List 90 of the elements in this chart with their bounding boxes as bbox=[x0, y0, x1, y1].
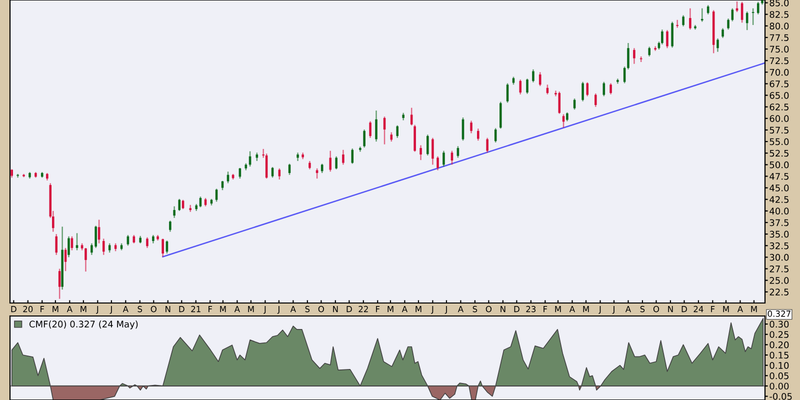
x-tick-label: 24 bbox=[694, 306, 704, 312]
annotation: 0.327 bbox=[768, 310, 790, 317]
y-tick-label: -0.05 bbox=[770, 393, 792, 400]
x-tick-label: F bbox=[711, 306, 715, 312]
y-tick-label: 25.0 bbox=[770, 277, 789, 284]
y-tick-label: 0.05 bbox=[770, 372, 788, 380]
y-tick-label: 40.0 bbox=[770, 208, 789, 214]
x-tick-label: D bbox=[179, 306, 184, 312]
x-tick-label: S bbox=[472, 306, 478, 312]
x-tick-label: D bbox=[11, 306, 16, 312]
x-tick-label: D bbox=[514, 306, 520, 312]
y-tick-label: 32.5 bbox=[770, 242, 788, 250]
y-tick-label: 55.0 bbox=[770, 138, 789, 146]
x-tick-label: A bbox=[66, 306, 72, 312]
y-tick-label: 30.0 bbox=[770, 254, 789, 261]
x-tick-label: 23 bbox=[526, 306, 536, 312]
y-tick-label: 57.5 bbox=[770, 126, 788, 134]
x-tick-label: N bbox=[333, 306, 338, 312]
y-tick-label: 60.0 bbox=[770, 115, 789, 122]
x-tick-label: N bbox=[500, 306, 506, 312]
y-tick-label: 65.0 bbox=[770, 92, 789, 99]
x-tick-label: M bbox=[220, 306, 226, 312]
y-tick-label: 77.5 bbox=[770, 34, 788, 42]
x-tick-label: J bbox=[110, 306, 112, 314]
y-tick-label: 37.5 bbox=[770, 219, 788, 226]
y-tick-label: 67.5 bbox=[770, 80, 788, 88]
y-tick-label: 52.5 bbox=[770, 150, 788, 157]
legend-label: CMF(20) 0.327 (24 May) bbox=[29, 320, 138, 330]
y-tick-label: 50.0 bbox=[770, 161, 789, 168]
x-tick-label: A bbox=[290, 306, 296, 312]
x-tick-label: A bbox=[569, 306, 576, 312]
x-tick-label: M bbox=[80, 306, 86, 312]
x-tick-label: D bbox=[682, 306, 687, 312]
x-tick-label: D bbox=[346, 306, 352, 312]
x-tick-label: S bbox=[138, 306, 142, 312]
y-tick-label: 0.30 bbox=[770, 320, 789, 328]
x-tick-label: M bbox=[583, 306, 589, 312]
x-tick-label: M bbox=[248, 306, 254, 312]
x-tick-label: N bbox=[668, 306, 673, 312]
x-tick-label: 21 bbox=[191, 306, 200, 312]
y-tick-label: 0.15 bbox=[770, 352, 788, 359]
y-tick-label: 72.5 bbox=[770, 57, 788, 64]
y-tick-label: 0.10 bbox=[770, 362, 789, 369]
x-tick-label: J bbox=[444, 306, 447, 314]
x-tick-label: F bbox=[208, 306, 212, 312]
x-tick-label: O bbox=[318, 306, 324, 312]
x-tick-label: M bbox=[388, 306, 394, 312]
x-tick-label: J bbox=[431, 306, 434, 314]
x-tick-label: F bbox=[376, 306, 380, 312]
x-tick-label: 20 bbox=[23, 306, 33, 312]
x-tick-label: N bbox=[166, 306, 170, 312]
x-tick-label: J bbox=[612, 306, 614, 314]
x-tick-label: J bbox=[96, 306, 98, 314]
x-tick-label: A bbox=[122, 306, 128, 312]
y-tick-label: 70.0 bbox=[770, 68, 789, 76]
x-tick-label: O bbox=[150, 306, 156, 312]
y-tick-label: 62.5 bbox=[770, 104, 788, 110]
x-tick-label: S bbox=[305, 306, 310, 312]
y-tick-label: 0.25 bbox=[770, 331, 788, 338]
y-tick-label: 42.5 bbox=[770, 196, 788, 203]
x-tick-label: M bbox=[555, 306, 561, 312]
x-tick-label: O bbox=[653, 306, 660, 312]
x-tick-label: M bbox=[52, 306, 58, 312]
x-tick-label: A bbox=[625, 306, 632, 312]
y-tick-label: 82.5 bbox=[770, 11, 788, 18]
y-tick-label: 0.00 bbox=[770, 382, 789, 390]
x-tick-label: S bbox=[640, 306, 645, 312]
x-tick-label: J bbox=[277, 306, 280, 314]
x-tick-label: A bbox=[402, 306, 408, 312]
x-tick-label: M bbox=[723, 306, 729, 312]
x-tick-label: A bbox=[458, 306, 464, 312]
x-tick-label: F bbox=[40, 306, 44, 312]
x-tick-label: 22 bbox=[358, 306, 368, 312]
y-tick-label: 75.0 bbox=[770, 46, 789, 53]
y-tick-label: 47.5 bbox=[770, 173, 788, 180]
x-tick-label: M bbox=[416, 306, 422, 312]
y-tick-label: 35.0 bbox=[770, 230, 789, 238]
y-tick-label: 0.20 bbox=[770, 341, 789, 348]
y-tick-label: 27.5 bbox=[770, 265, 788, 272]
y-tick-label: 85.0 bbox=[770, 0, 789, 6]
x-tick-label: J bbox=[264, 306, 266, 314]
x-tick-label: O bbox=[486, 306, 492, 312]
x-tick-label: A bbox=[737, 306, 743, 312]
y-tick-label: 45.0 bbox=[770, 184, 789, 192]
x-tick-label: J bbox=[598, 306, 601, 314]
x-tick-label: M bbox=[751, 306, 757, 312]
y-tick-label: 80.0 bbox=[770, 22, 789, 30]
y-tick-label: 22.5 bbox=[770, 288, 788, 296]
x-tick-label: A bbox=[234, 306, 240, 312]
x-tick-label: F bbox=[544, 306, 548, 312]
